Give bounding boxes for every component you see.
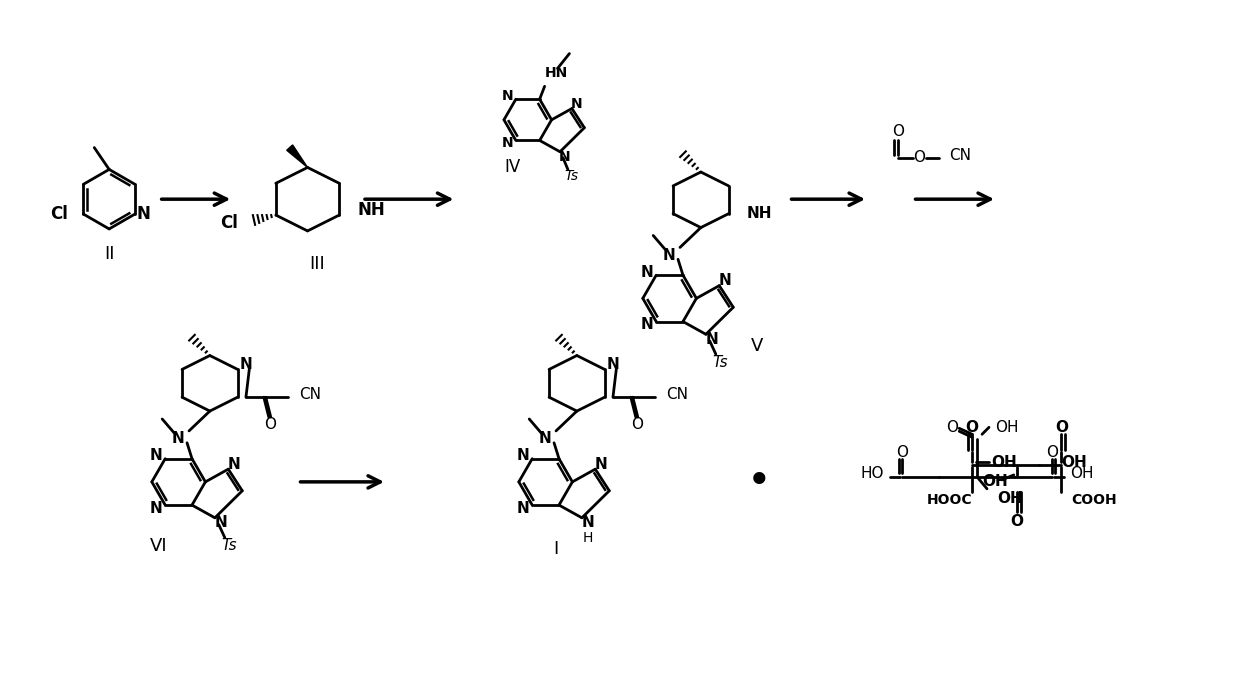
Text: O: O bbox=[966, 420, 978, 435]
Text: N: N bbox=[706, 332, 718, 347]
Text: N: N bbox=[150, 448, 162, 463]
Text: N: N bbox=[641, 265, 653, 280]
Polygon shape bbox=[286, 145, 308, 167]
Text: HOOC: HOOC bbox=[926, 493, 972, 507]
Text: O: O bbox=[631, 418, 642, 433]
Text: N: N bbox=[641, 317, 653, 332]
Text: N: N bbox=[239, 357, 252, 372]
Text: N: N bbox=[719, 273, 732, 288]
Text: NH: NH bbox=[357, 201, 384, 219]
Text: Ts: Ts bbox=[221, 538, 237, 553]
Text: III: III bbox=[310, 255, 325, 272]
Text: OH: OH bbox=[982, 475, 1008, 489]
Text: HO: HO bbox=[861, 466, 884, 482]
Text: N: N bbox=[606, 357, 619, 372]
Text: CN: CN bbox=[950, 148, 971, 163]
Text: NH: NH bbox=[746, 206, 773, 221]
Text: O: O bbox=[946, 420, 959, 435]
Text: II: II bbox=[104, 245, 114, 263]
Text: N: N bbox=[228, 457, 241, 472]
Text: CN: CN bbox=[300, 387, 321, 402]
Text: O: O bbox=[1047, 444, 1059, 460]
Text: N: N bbox=[136, 205, 151, 223]
Text: N: N bbox=[572, 96, 583, 111]
Text: Cl: Cl bbox=[50, 205, 67, 223]
Text: O: O bbox=[892, 125, 904, 139]
Text: N: N bbox=[538, 431, 552, 447]
Text: OH: OH bbox=[1070, 466, 1094, 482]
Text: HN: HN bbox=[544, 67, 568, 80]
Text: O: O bbox=[1011, 514, 1023, 529]
Text: Cl: Cl bbox=[221, 214, 238, 232]
Text: CN: CN bbox=[667, 387, 688, 402]
Text: Ts: Ts bbox=[712, 354, 728, 369]
Text: N: N bbox=[517, 501, 529, 515]
Text: O: O bbox=[914, 150, 925, 165]
Text: N: N bbox=[559, 150, 570, 164]
Text: N: N bbox=[517, 448, 529, 463]
Text: I: I bbox=[553, 540, 558, 559]
Text: V: V bbox=[751, 337, 764, 355]
Text: OH: OH bbox=[1061, 455, 1087, 469]
Text: N: N bbox=[502, 136, 513, 151]
Text: N: N bbox=[662, 248, 676, 263]
Text: IV: IV bbox=[505, 158, 521, 176]
Text: O: O bbox=[1055, 420, 1068, 435]
Text: OH: OH bbox=[997, 491, 1023, 506]
Text: COOH: COOH bbox=[1071, 493, 1117, 507]
Text: N: N bbox=[215, 515, 227, 530]
Text: N: N bbox=[502, 89, 513, 103]
Text: H: H bbox=[583, 530, 593, 545]
Text: O: O bbox=[264, 418, 275, 433]
Text: OH: OH bbox=[994, 420, 1018, 435]
Text: N: N bbox=[150, 501, 162, 515]
Text: N: N bbox=[582, 515, 594, 530]
Text: OH: OH bbox=[991, 455, 1017, 469]
Text: N: N bbox=[595, 457, 608, 472]
Text: O: O bbox=[895, 444, 908, 460]
Text: Ts: Ts bbox=[565, 169, 579, 182]
Text: •: • bbox=[746, 461, 771, 503]
Text: N: N bbox=[171, 431, 185, 447]
Text: VI: VI bbox=[150, 537, 167, 555]
